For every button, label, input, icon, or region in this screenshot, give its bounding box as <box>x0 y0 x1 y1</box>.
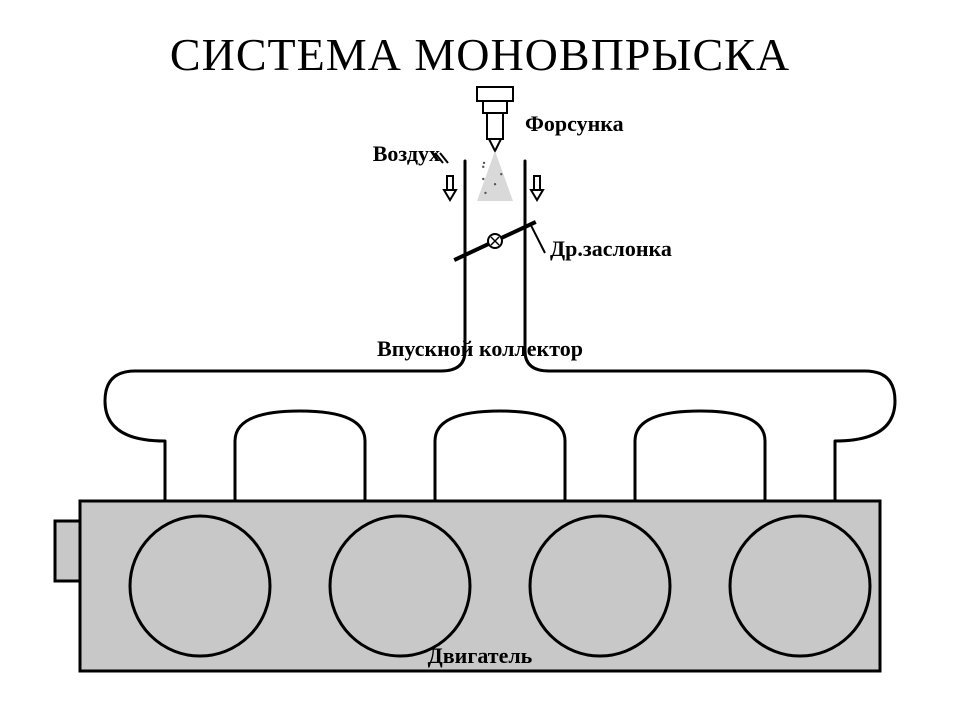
label-air: Воздух <box>373 141 440 166</box>
page-title: СИСТЕМА МОНОВПРЫСКА <box>0 0 960 81</box>
label-engine: Двигатель <box>428 643 533 668</box>
diagram: Форсунка Воздух Др.заслонка Впускной коллек… <box>0 81 960 701</box>
label-manifold: Впускной коллектор <box>377 336 583 361</box>
label-injector: Форсунка <box>525 111 624 136</box>
label-throttle: Др.заслонка <box>550 236 672 261</box>
